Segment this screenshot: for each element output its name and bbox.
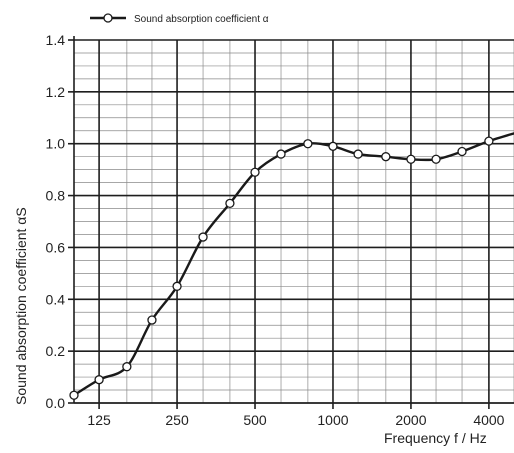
data-point bbox=[276, 149, 286, 159]
data-point bbox=[122, 362, 132, 372]
legend: Sound absorption coefficient α bbox=[90, 13, 269, 25]
axes: 0.0 0.2 0.4 0.6 0.8 1.0 1.2 1.4 125 250 500 1000 200… bbox=[46, 32, 514, 428]
series-layer bbox=[69, 132, 514, 400]
data-point bbox=[225, 198, 235, 209]
legend-marker-swatch bbox=[103, 13, 113, 23]
y-tick-label: 0.8 bbox=[46, 188, 66, 204]
y-tick-label: 1.0 bbox=[46, 136, 66, 152]
legend-label: Sound absorption coefficient α bbox=[134, 14, 269, 25]
data-point bbox=[381, 152, 391, 162]
data-point bbox=[250, 167, 260, 177]
data-point bbox=[94, 375, 104, 385]
y-axis-title: Sound absorption coefficient αS bbox=[13, 207, 29, 405]
data-point bbox=[69, 390, 79, 400]
y-tick-label: 0.2 bbox=[46, 343, 66, 359]
series-line bbox=[72, 132, 514, 397]
data-point bbox=[484, 136, 494, 146]
x-tick-label: 125 bbox=[87, 412, 111, 428]
data-point bbox=[457, 146, 467, 157]
data-point bbox=[328, 141, 338, 151]
x-tick-label: 500 bbox=[243, 412, 267, 428]
x-tick-label: 250 bbox=[165, 412, 189, 428]
x-tick-label: 4000 bbox=[473, 412, 504, 428]
x-tick-label: 2000 bbox=[395, 412, 426, 428]
data-point bbox=[198, 232, 208, 242]
y-tick-label: 0.0 bbox=[46, 395, 66, 411]
data-point bbox=[172, 281, 182, 291]
data-point bbox=[406, 154, 416, 164]
y-tick-label: 1.2 bbox=[46, 84, 66, 100]
x-tick-label: 1000 bbox=[317, 412, 348, 428]
grid bbox=[73, 39, 514, 404]
data-point bbox=[303, 139, 313, 149]
y-tick-label: 1.4 bbox=[46, 32, 66, 48]
y-tick-label: 0.6 bbox=[46, 239, 66, 255]
data-point bbox=[147, 315, 157, 325]
data-point bbox=[353, 149, 363, 159]
data-point bbox=[431, 154, 441, 164]
x-axis-title: Frequency f / Hz bbox=[384, 430, 487, 446]
y-tick-label: 0.4 bbox=[46, 291, 66, 307]
